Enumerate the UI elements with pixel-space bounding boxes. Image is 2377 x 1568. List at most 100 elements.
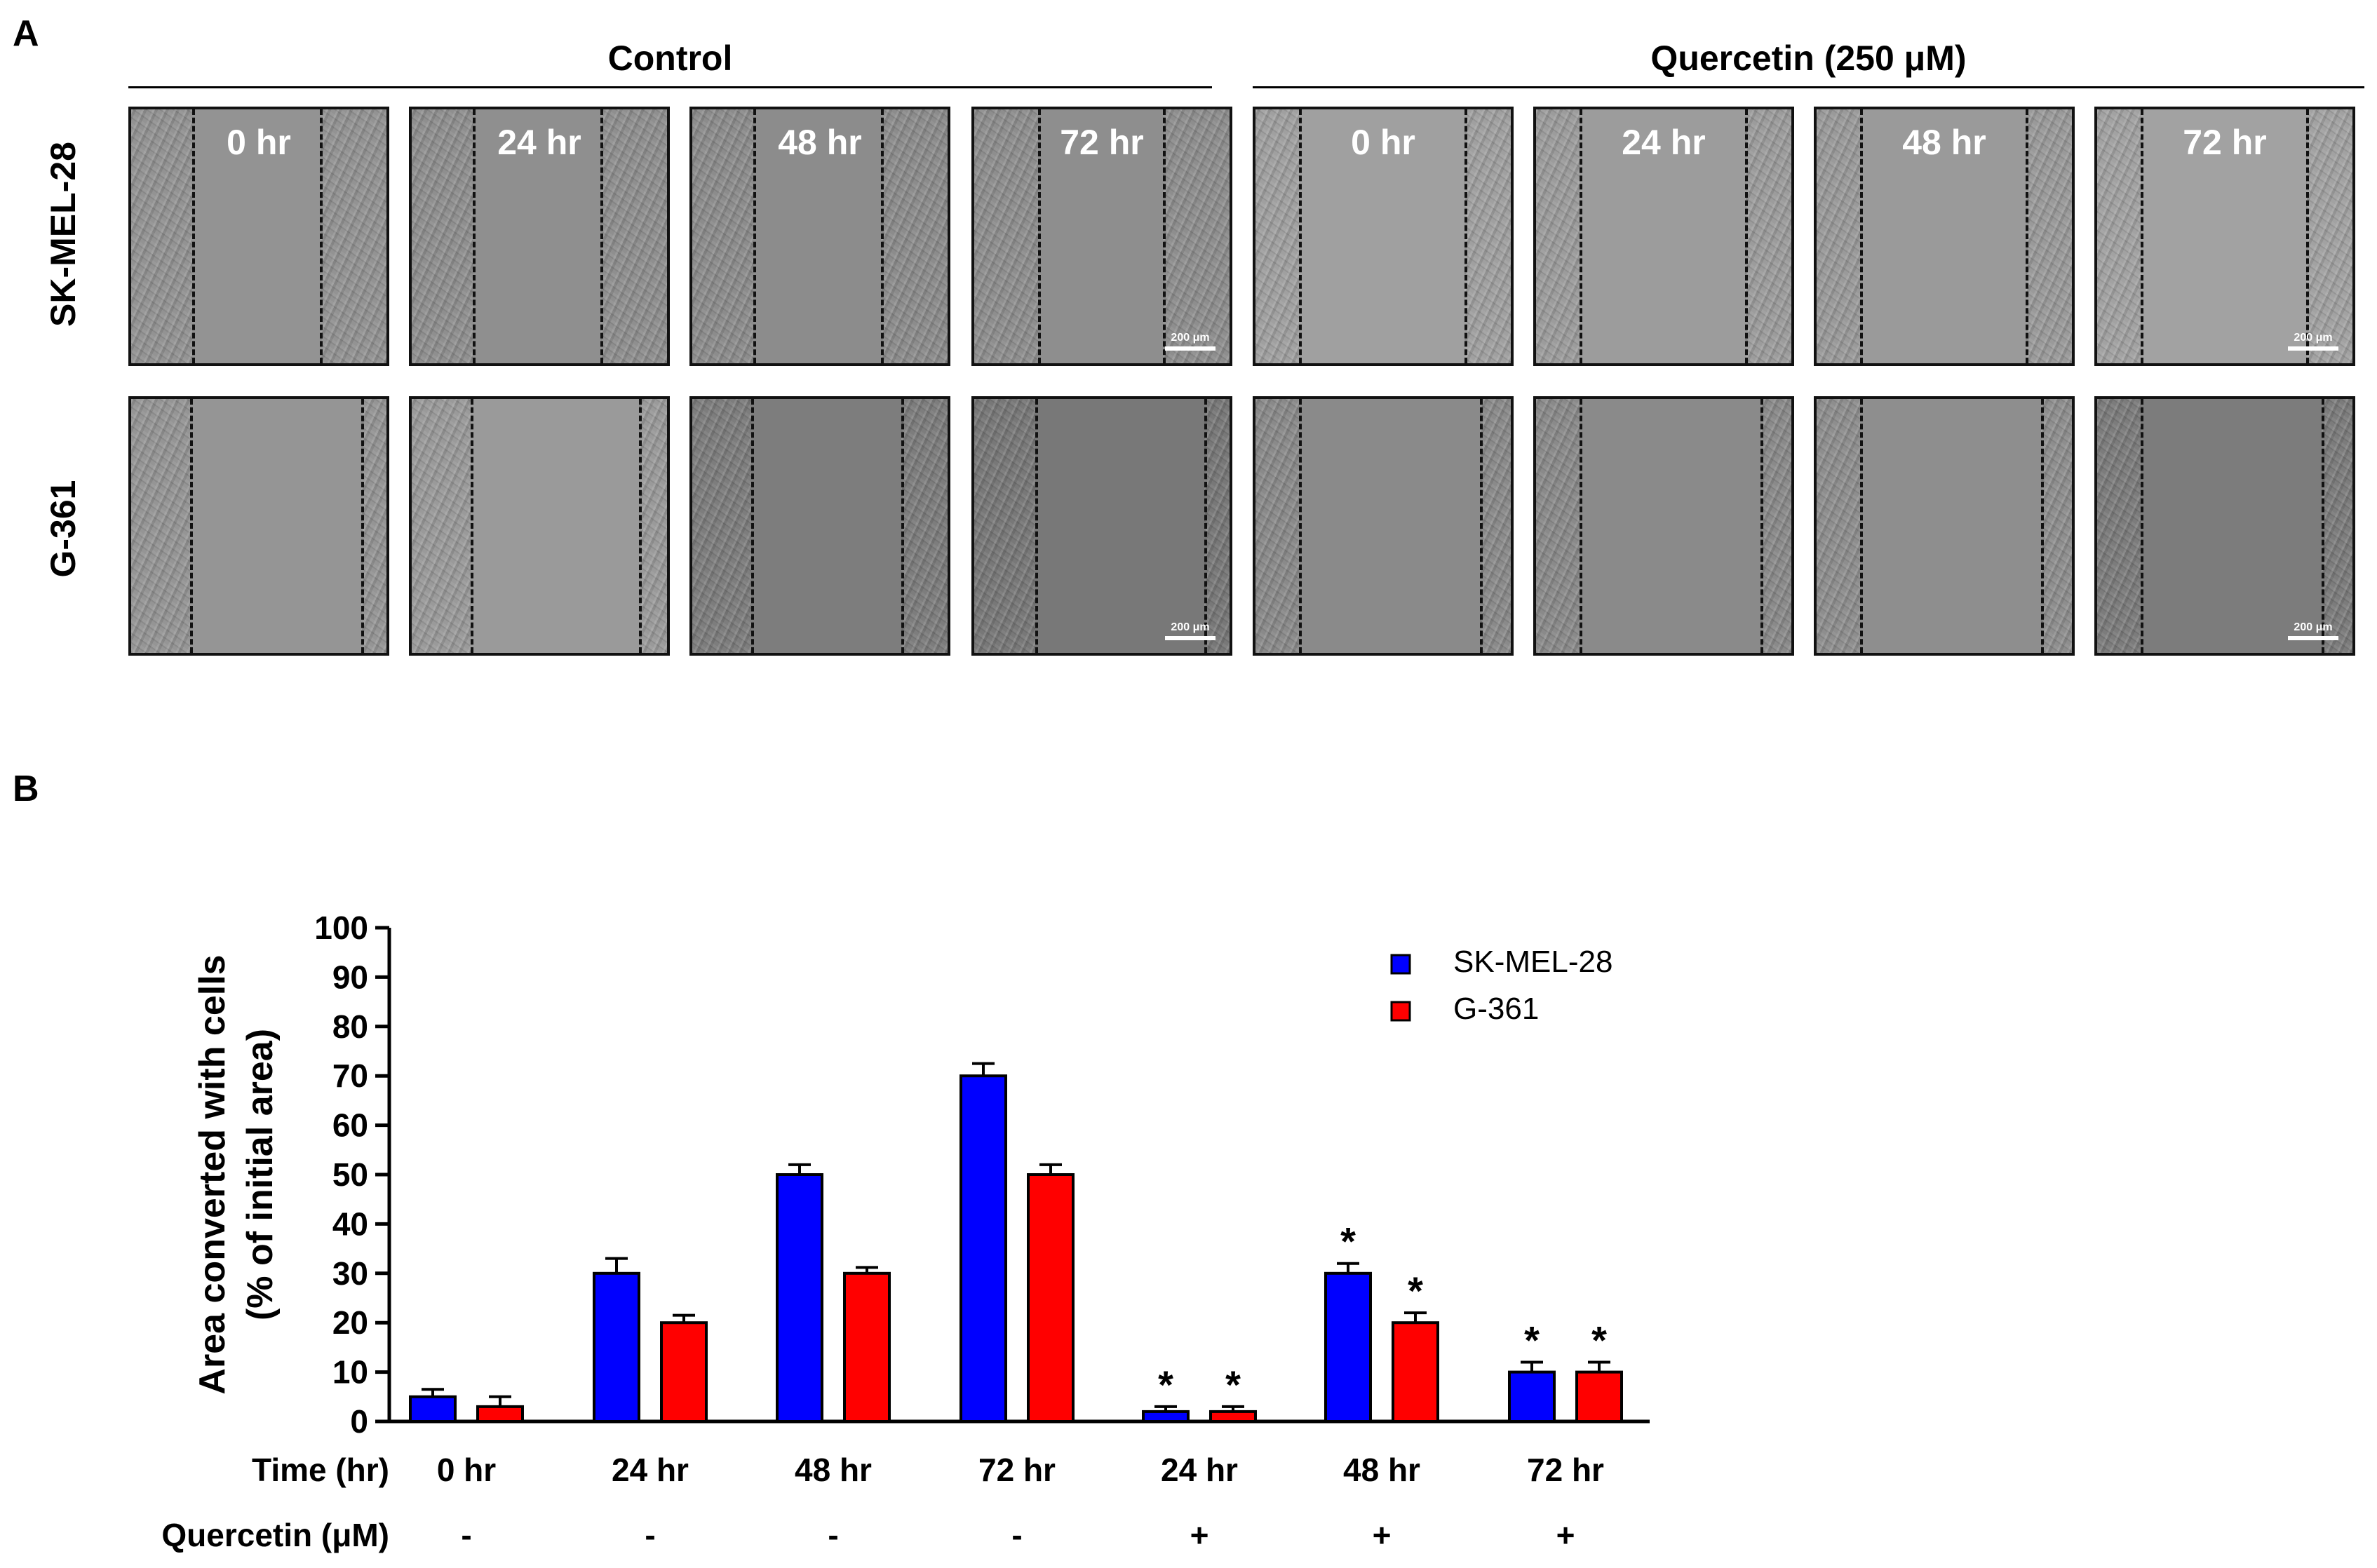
- treatment-marker: +: [1556, 1517, 1575, 1553]
- bar-sk-mel-28-3: [959, 1074, 1007, 1423]
- y-tick-label: 100: [314, 910, 368, 946]
- treatment-marker: -: [828, 1517, 838, 1553]
- significance-marker: *: [1340, 1219, 1356, 1264]
- scale-bar-line: [1165, 346, 1216, 351]
- bar-sk-mel-28-5: [1324, 1271, 1372, 1423]
- wound-edge-left: [192, 109, 196, 363]
- micrograph-sk-mel-28-quercetin-2: 48 hr: [1814, 107, 2075, 366]
- wound-edge-right: [1745, 109, 1749, 363]
- x-tick-label: 48 hr: [795, 1452, 872, 1488]
- wound-gap: [470, 399, 639, 653]
- legend-swatch-g-361: [1390, 1001, 1411, 1022]
- micrograph-sk-mel-28-quercetin-1: 24 hr: [1533, 107, 1794, 366]
- micrograph-g-361-control-1: [409, 396, 670, 656]
- wound-edge-left: [470, 399, 473, 653]
- wound-gap: [1859, 399, 2042, 653]
- wound-edge-left: [1859, 399, 1863, 653]
- y-tick-label: 40: [332, 1205, 368, 1242]
- bar-g-361-0: [476, 1405, 524, 1424]
- y-tick-label: 60: [332, 1107, 368, 1144]
- row-label-sk-mel-28: SK-MEL-28: [43, 142, 83, 327]
- wound-edge-right: [1480, 399, 1483, 653]
- bar-g-361-6: [1575, 1370, 1623, 1423]
- scale-bar-label: 200 μm: [2294, 621, 2333, 633]
- panel-b-letter: B: [13, 769, 39, 809]
- wound-edge-right: [2041, 399, 2045, 653]
- y-tick-label: 70: [332, 1057, 368, 1094]
- time-label: 0 hr: [227, 123, 291, 162]
- wound-edge-left: [1859, 109, 1863, 363]
- panel-a-letter: A: [13, 13, 39, 54]
- wound-edge-left: [1579, 109, 1582, 363]
- bar-chart: 0 10 20 30 40 50 60 70 80 90 100 Area converted wit…: [161, 910, 1650, 1553]
- control-group-line: [128, 86, 1212, 88]
- wound-edge-left: [189, 399, 193, 653]
- micrograph-g-361-control-0: [128, 396, 389, 656]
- scale-bar-line: [2288, 346, 2338, 351]
- scale-bar: 200 μm: [2288, 332, 2338, 351]
- wound-edge-right: [1760, 399, 1764, 653]
- y-tick-label: 10: [332, 1354, 368, 1391]
- micrograph-sk-mel-28-control-1: 24 hr: [409, 107, 670, 366]
- significance-marker: *: [1158, 1363, 1173, 1407]
- wound-edge-right: [361, 399, 364, 653]
- wound-edge-right: [1204, 399, 1207, 653]
- time-label: 72 hr: [2183, 123, 2267, 162]
- significance-marker: *: [1524, 1318, 1540, 1363]
- y-tick-label: 80: [332, 1008, 368, 1045]
- wound-gap: [2140, 399, 2322, 653]
- x-tick-label: 24 hr: [1161, 1452, 1238, 1488]
- y-tick-label: 90: [332, 959, 368, 995]
- y-tick-label: 30: [332, 1255, 368, 1292]
- treatment-marker: -: [461, 1517, 471, 1553]
- scale-bar-line: [2288, 636, 2338, 640]
- quercetin-group-label: Quercetin (250 μM): [1650, 39, 1967, 78]
- x-tick-label: 72 hr: [1527, 1452, 1604, 1488]
- wound-edge-right: [2306, 109, 2310, 363]
- time-label: 48 hr: [778, 123, 862, 162]
- scale-bar-label: 200 μm: [1171, 332, 1210, 344]
- time-label: 24 hr: [497, 123, 581, 162]
- scale-bar: 200 μm: [1165, 332, 1216, 351]
- bar-sk-mel-28-0: [409, 1395, 457, 1423]
- scale-bar: 200 μm: [2288, 621, 2338, 640]
- wound-edge-right: [320, 109, 323, 363]
- micrograph-g-361-quercetin-3: 200 μm: [2094, 396, 2355, 656]
- micrograph-sk-mel-28-quercetin-3: 72 hr 200 μm: [2094, 107, 2355, 366]
- wound-edge-left: [2140, 399, 2143, 653]
- x-tick-label: 24 hr: [612, 1452, 689, 1488]
- wound-gap: [1579, 109, 1746, 363]
- wound-edge-left: [1579, 399, 1582, 653]
- wound-edge-right: [901, 399, 905, 653]
- x-row2-label: Quercetin (μM): [161, 1517, 389, 1553]
- x-tick-label: 48 hr: [1343, 1452, 1420, 1488]
- x-row1-label: Time (hr): [252, 1452, 389, 1488]
- bar-g-361-5: [1392, 1321, 1439, 1424]
- wound-gap: [1035, 399, 1204, 653]
- wound-gap: [1298, 109, 1465, 363]
- scale-bar-line: [1165, 636, 1216, 640]
- legend-label-sk-mel-28: SK-MEL-28: [1453, 945, 1612, 979]
- scale-bar-label: 200 μm: [1171, 621, 1210, 633]
- wound-edge-right: [1163, 109, 1166, 363]
- bar-g-361-4: [1209, 1410, 1257, 1423]
- wound-edge-left: [2140, 109, 2143, 363]
- micrograph-sk-mel-28-control-3: 72 hr 200 μm: [971, 107, 1232, 366]
- wound-edge-right: [881, 109, 884, 363]
- treatment-marker: -: [1011, 1517, 1022, 1553]
- y-tick-label: 0: [350, 1403, 368, 1440]
- micrograph-sk-mel-28-control-0: 0 hr: [128, 107, 389, 366]
- y-axis-label-line1: Area converted with cells: [192, 954, 233, 1394]
- micrograph-g-361-quercetin-1: [1533, 396, 1794, 656]
- significance-marker: *: [1225, 1363, 1241, 1407]
- legend-label-g-361: G-361: [1453, 992, 1539, 1026]
- row-label-g-361: G-361: [43, 480, 83, 578]
- control-group-label: Control: [607, 39, 733, 78]
- significance-marker: *: [1408, 1269, 1423, 1313]
- x-tick-label: 0 hr: [437, 1452, 496, 1488]
- micrograph-g-361-quercetin-0: [1253, 396, 1514, 656]
- wound-gap: [750, 399, 902, 653]
- bar-g-361-3: [1027, 1173, 1075, 1423]
- time-label: 24 hr: [1622, 123, 1706, 162]
- wound-edge-right: [2026, 109, 2029, 363]
